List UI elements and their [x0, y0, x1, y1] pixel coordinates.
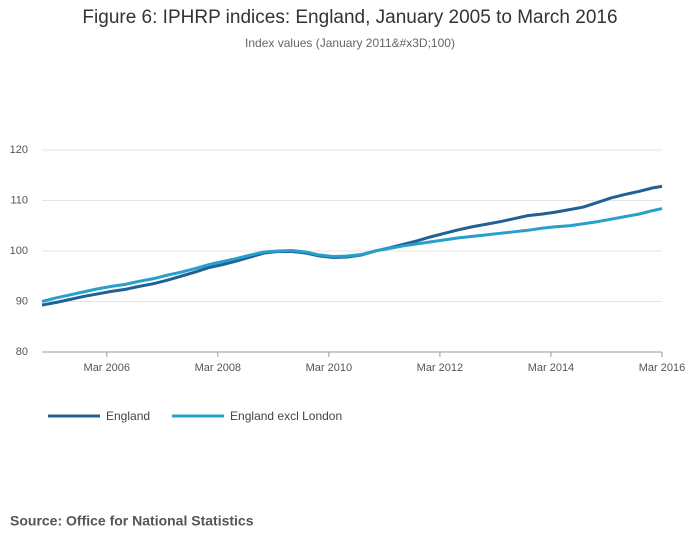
chart-title: Figure 6: IPHRP indices: England, Januar… [82, 7, 617, 28]
x-tick-label: Mar 2010 [306, 362, 352, 374]
y-tick-label: 90 [16, 295, 28, 307]
x-tick-label: Mar 2008 [195, 362, 241, 374]
line-series [41, 184, 663, 307]
y-tick-label: 100 [10, 245, 28, 257]
x-tick-label: Mar 2006 [84, 362, 130, 374]
source: Source: Office for National Statistics [10, 513, 254, 529]
y-tick-label: 120 [10, 144, 28, 156]
chart-subtitle: Index values (January 2011&#x3D;100) [245, 36, 455, 50]
x-tick-label: Mar 2016 [639, 362, 685, 374]
line-series [41, 207, 663, 303]
y-tick-label: 110 [10, 194, 28, 206]
legend-label: England [106, 409, 150, 423]
x-tick-label: Mar 2014 [528, 362, 574, 374]
x-tick-label: Mar 2012 [417, 362, 463, 374]
y-tick-label: 80 [16, 346, 28, 358]
legend-label: England excl London [230, 409, 342, 423]
